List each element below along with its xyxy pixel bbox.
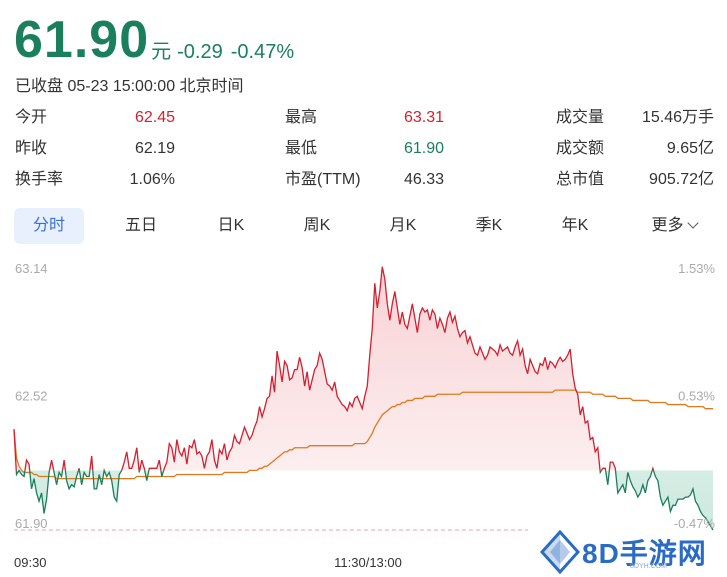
stat-value-market-cap: 905.72亿 <box>649 171 714 188</box>
stat-value-high: 63.31 <box>403 109 444 126</box>
intraday-chart[interactable]: 63.14 62.52 61.90 1.53% 0.53% -0.47% 09:30 11:3… <box>0 255 727 575</box>
chevron-down-icon <box>686 217 699 229</box>
chart-plot-area: 63.14 62.52 61.90 1.53% 0.53% -0.47% 09:30 11:3… <box>13 261 716 570</box>
stat-label-turnover-rate: 换手率 <box>15 171 64 188</box>
chart-period-tabs: 分时 五日 日K 周K 月K 季K 年K 更多 <box>14 208 714 244</box>
tab-label: 五日 <box>124 217 157 234</box>
stat-label-turnover: 成交额 <box>556 140 605 157</box>
price-area-up <box>14 266 713 471</box>
stat-value-pe-ttm: 46.33 <box>403 171 444 188</box>
stat-label-market-cap: 总市值 <box>556 171 605 188</box>
stat-value-volume: 15.46万手 <box>641 109 714 126</box>
price-change-percent: -0.47% <box>230 41 295 63</box>
tab-label: 年K <box>561 217 589 234</box>
tab-label: 更多 <box>651 217 684 234</box>
stat-label-volume: 成交量 <box>556 109 605 126</box>
market-status: 已收盘 05-23 15:00:00 北京时间 <box>15 78 244 95</box>
x-tick-label: 11:30/13:00 <box>334 555 402 570</box>
y-tick-right: 1.53% <box>678 261 715 276</box>
tab-intraday[interactable]: 分时 <box>14 208 84 244</box>
x-tick-label: 09:30 <box>14 555 47 570</box>
tab-label: 分时 <box>32 217 65 234</box>
price-unit: 元 <box>151 41 172 63</box>
y-tick-left: 63.14 <box>15 261 48 276</box>
tab-label: 周K <box>303 217 331 234</box>
watermark-text: 8D手游网 <box>582 538 707 569</box>
stats-grid: 今开 62.45 最高 63.31 成交量 15.46万手 昨收 62.19 最… <box>0 104 727 199</box>
tab-yearly-k[interactable]: 年K <box>540 208 610 244</box>
watermark-subtext: 8DYH.COM <box>630 563 667 570</box>
stat-value-open: 62.45 <box>134 109 175 126</box>
tab-daily-k[interactable]: 日K <box>196 208 266 244</box>
price-area-down <box>16 470 713 530</box>
last-price: 61.90 <box>14 11 150 69</box>
price-change: -0.29 <box>177 41 223 63</box>
stat-value-turnover: 9.65亿 <box>666 140 714 157</box>
y-tick-left: 61.90 <box>15 516 48 531</box>
tab-more[interactable]: 更多 <box>634 208 714 244</box>
stat-value-low: 61.90 <box>403 140 444 157</box>
y-tick-left: 62.52 <box>15 389 48 404</box>
tab-weekly-k[interactable]: 周K <box>282 208 352 244</box>
tab-label: 日K <box>217 217 245 234</box>
diamond-logo-icon <box>540 530 580 574</box>
price-line-down <box>15 470 714 531</box>
average-price-line <box>13 389 713 480</box>
stat-label-open: 今开 <box>15 109 48 126</box>
tab-label: 季K <box>475 217 503 234</box>
tab-quarterly-k[interactable]: 季K <box>454 208 524 244</box>
stat-label-pe-ttm: 市盈(TTM) <box>285 171 361 188</box>
site-watermark: 8D手游网 8DYH.COM <box>538 528 724 574</box>
y-tick-right: 0.53% <box>678 389 715 404</box>
stat-label-high: 最高 <box>285 109 318 126</box>
stat-value-prev-close: 62.19 <box>134 140 175 157</box>
quote-header: 61.90 元 -0.29 -0.47% <box>14 10 302 70</box>
price-line-up <box>13 266 655 471</box>
stat-value-turnover-rate: 1.06% <box>129 171 175 188</box>
y-tick-right: -0.47% <box>674 516 716 531</box>
tab-label: 月K <box>389 217 417 234</box>
stat-label-low: 最低 <box>285 140 318 157</box>
tab-five-day[interactable]: 五日 <box>106 208 176 244</box>
stat-label-prev-close: 昨收 <box>15 140 48 157</box>
tab-monthly-k[interactable]: 月K <box>368 208 438 244</box>
